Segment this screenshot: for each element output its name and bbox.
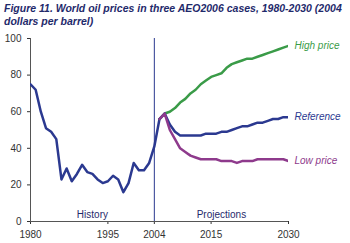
- svg-text:High price: High price: [295, 40, 340, 51]
- svg-text:2004: 2004: [143, 229, 166, 240]
- svg-text:20: 20: [10, 179, 22, 190]
- svg-text:Reference: Reference: [295, 111, 342, 122]
- svg-text:40: 40: [10, 143, 22, 154]
- svg-text:0: 0: [16, 216, 22, 227]
- svg-text:2030: 2030: [277, 229, 300, 240]
- svg-text:Projections: Projections: [197, 209, 246, 220]
- svg-text:100: 100: [5, 33, 22, 44]
- svg-text:1980: 1980: [19, 229, 42, 240]
- html-text:Figure 11. World oil prices in: Figure 11. World oil prices in three AEO…: [4, 2, 342, 27]
- svg-text:1995: 1995: [97, 229, 120, 240]
- svg-text:80: 80: [10, 69, 22, 80]
- svg-text:2015: 2015: [200, 229, 223, 240]
- svg-text:60: 60: [10, 106, 22, 117]
- svg-text:Low price: Low price: [295, 155, 338, 166]
- svg-text:History: History: [77, 209, 108, 220]
